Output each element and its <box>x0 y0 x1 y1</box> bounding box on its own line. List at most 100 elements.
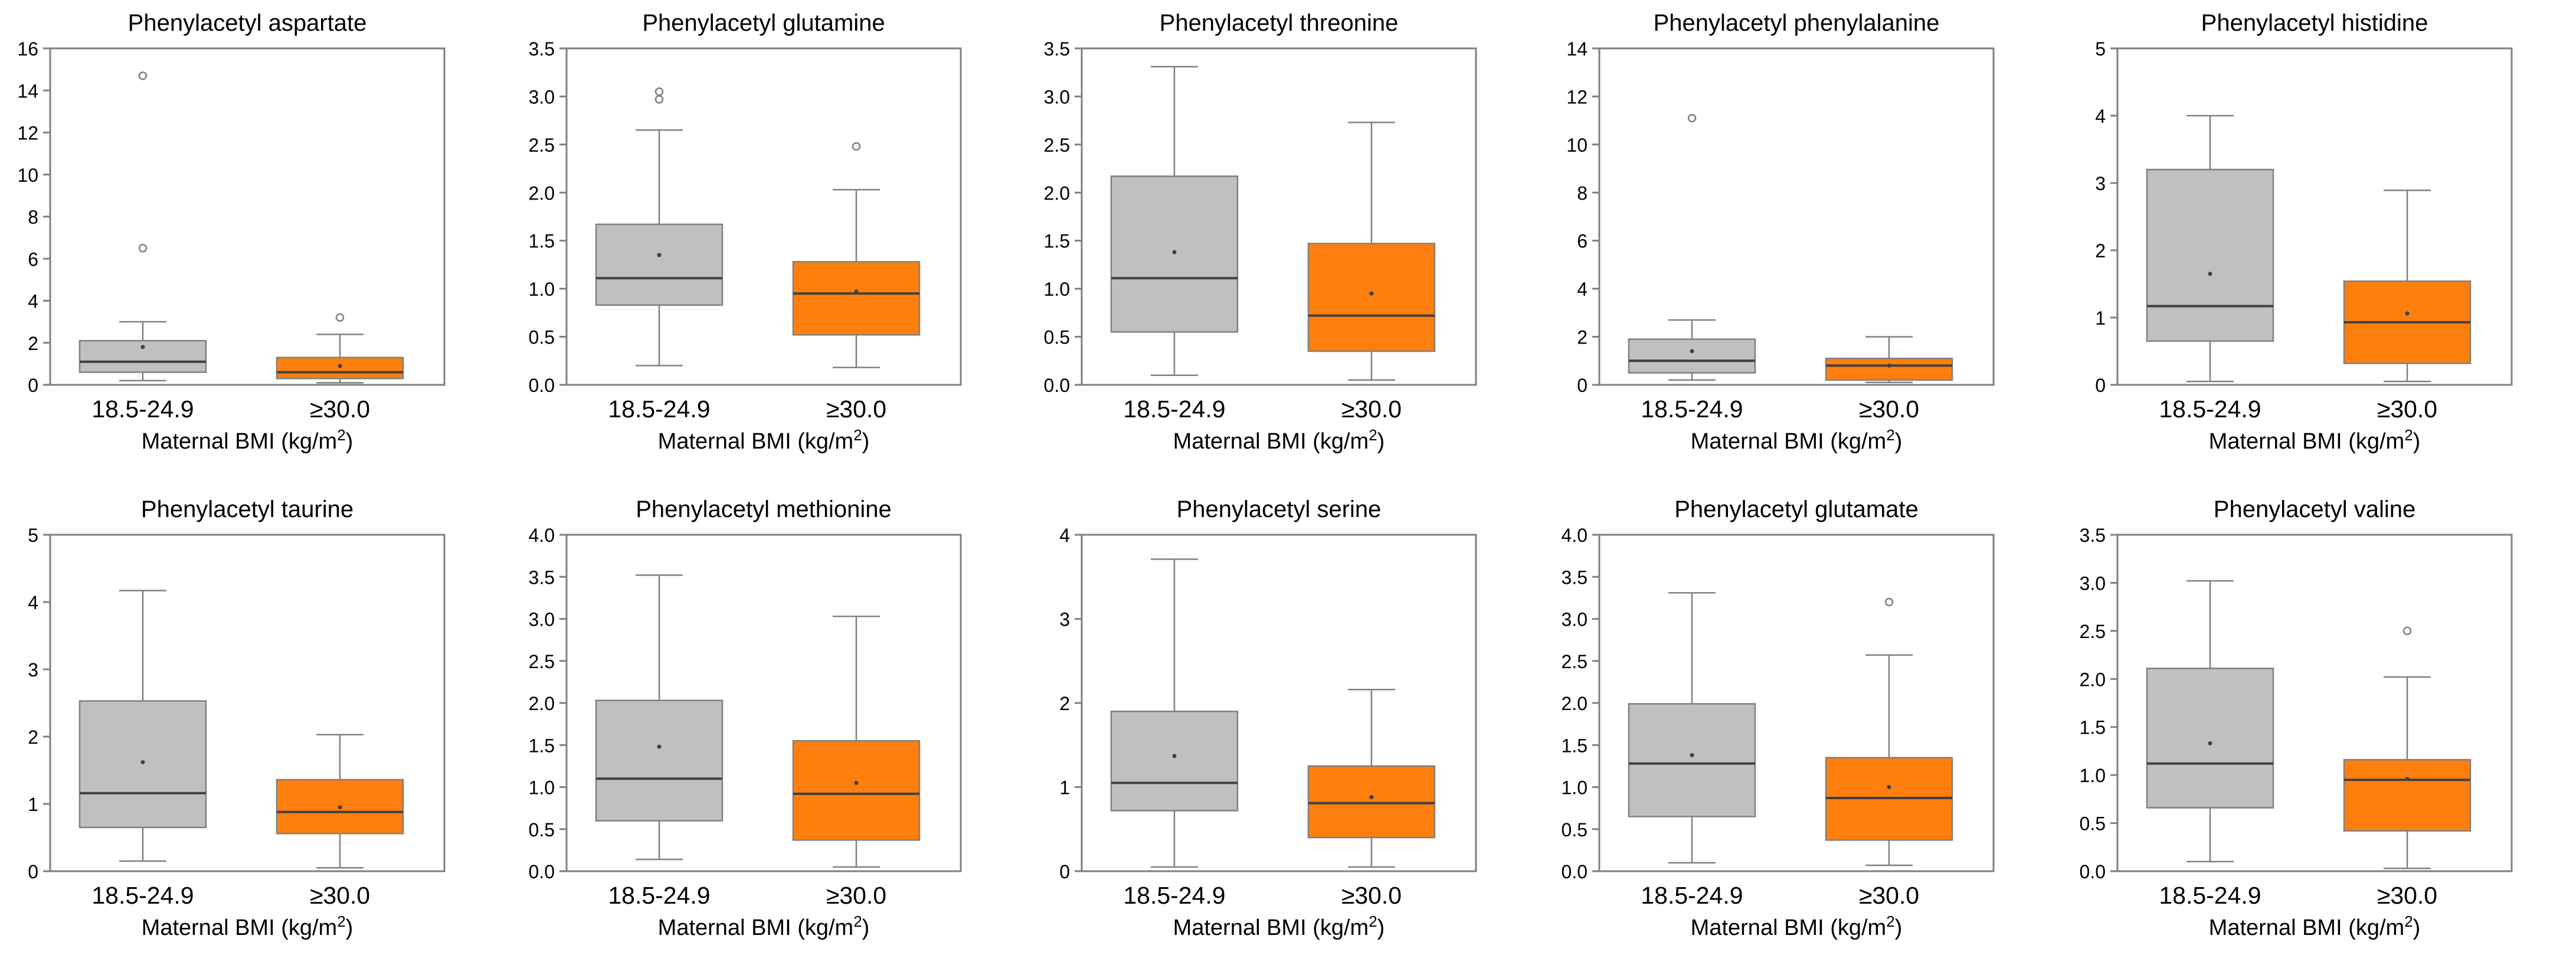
y-tick-label: 0 <box>28 375 38 396</box>
chart-title: Phenylacetyl aspartate <box>128 10 367 36</box>
mean-marker <box>854 780 859 785</box>
outlier-point <box>138 244 148 253</box>
y-tick-label: 2.5 <box>1044 135 1070 156</box>
iqr-box <box>2146 168 2274 342</box>
x-axis-label: Maternal BMI (kg/m2) <box>2209 913 2421 940</box>
box-normal-bmi <box>1110 66 1239 376</box>
mean-marker <box>1690 349 1694 354</box>
outlier-point <box>654 95 664 104</box>
plot-frame <box>1598 47 1995 386</box>
x-category-label: ≥30.0 <box>1341 395 1402 423</box>
mean-marker <box>1887 363 1891 368</box>
x-category-label: ≥30.0 <box>1859 395 1919 423</box>
y-tick-label: 2 <box>2095 240 2106 261</box>
mean-marker <box>1172 754 1177 758</box>
y-tick-label: 6 <box>1577 231 1588 252</box>
x-category-label: 18.5-24.9 <box>608 395 710 423</box>
y-tick-label: 4 <box>28 291 38 312</box>
y-tick-label: 3.0 <box>2080 573 2106 594</box>
x-axis-label: Maternal BMI (kg/m2) <box>658 426 870 454</box>
y-tick-label: 1.0 <box>1044 279 1070 300</box>
mean-marker <box>854 289 859 294</box>
y-tick-label: 5 <box>2095 38 2106 60</box>
y-tick-label: 1 <box>28 794 38 815</box>
plot-frame <box>49 534 446 872</box>
iqr-box <box>1825 357 1953 381</box>
x-category-label: ≥30.0 <box>310 882 370 909</box>
chart-panel-8: Phenylacetyl serine 0 1 2 3 4 18.5-24.9 ≥30.0 Ma… <box>1059 496 1477 940</box>
iqr-box <box>792 740 921 841</box>
box-normal-bmi <box>78 590 207 862</box>
y-tick-label: 3.0 <box>529 86 555 107</box>
y-tick-label: 2.0 <box>2080 669 2106 690</box>
y-tick-label: 5 <box>28 525 38 546</box>
mean-marker <box>140 345 145 349</box>
y-tick-label: 2.5 <box>529 135 555 156</box>
chart-panel-1: Phenylacetyl aspartate 0 2 4 6 8 10 12 14 16 18.5-… <box>17 10 446 454</box>
x-category-label: 18.5-24.9 <box>1123 395 1225 423</box>
y-tick-label: 12 <box>1566 86 1588 107</box>
y-tick-label: 8 <box>1577 182 1588 204</box>
box-obese-bmi <box>2343 189 2472 382</box>
y-tick-label: 3 <box>28 659 38 681</box>
iqr-box <box>1110 711 1239 812</box>
x-category-label: 18.5-24.9 <box>91 882 194 909</box>
chart-panel-10: Phenylacetyl valine 0.0 0.5 1.0 1.5 2.0 2.5 3.0… <box>2080 496 2513 940</box>
plot-frame <box>49 47 446 386</box>
x-category-label: 18.5-24.9 <box>2159 395 2261 423</box>
iqr-box <box>276 357 404 380</box>
x-axis-label: Maternal BMI (kg/m2) <box>1691 426 1903 454</box>
iqr-box <box>595 699 724 822</box>
y-tick-label: 3.0 <box>1044 86 1070 107</box>
mean-marker <box>1172 250 1177 254</box>
chart-panel-2: Phenylacetyl glutamine 0.0 0.5 1.0 1.5 2.0 2.5… <box>529 10 962 454</box>
box-normal-bmi <box>2146 115 2274 382</box>
chart-title: Phenylacetyl histidine <box>2201 10 2428 36</box>
y-tick-label: 3 <box>2095 173 2106 194</box>
mean-marker <box>2208 272 2212 276</box>
y-tick-label: 3.5 <box>529 38 555 60</box>
y-tick-label: 16 <box>17 38 38 60</box>
box-normal-bmi <box>595 87 724 367</box>
y-tick-label: 2.5 <box>529 651 555 672</box>
x-category-label: 18.5-24.9 <box>1123 882 1225 909</box>
y-tick-label: 14 <box>1566 38 1588 60</box>
iqr-box <box>78 339 207 373</box>
y-tick-label: 0.5 <box>2080 813 2106 835</box>
x-axis-label: Maternal BMI (kg/m2) <box>142 426 353 454</box>
chart-title: Phenylacetyl methionine <box>636 496 892 522</box>
y-tick-label: 0.0 <box>529 861 555 882</box>
outlier-point <box>1884 597 1894 607</box>
y-tick-label: 2.0 <box>529 693 555 714</box>
x-category-label: 18.5-24.9 <box>1641 395 1743 423</box>
x-axis-label: Maternal BMI (kg/m2) <box>1691 913 1903 940</box>
x-category-label: 18.5-24.9 <box>91 395 194 423</box>
y-tick-label: 4 <box>28 592 38 613</box>
plot-frame <box>1081 47 1477 386</box>
x-category-label: ≥30.0 <box>826 882 886 909</box>
box-normal-bmi <box>78 71 207 382</box>
box-normal-bmi <box>1628 592 1756 864</box>
y-tick-label: 3.5 <box>1562 567 1588 588</box>
mean-marker <box>1887 785 1891 789</box>
x-category-label: 18.5-24.9 <box>1641 882 1743 909</box>
chart-title: Phenylacetyl phenylalanine <box>1654 10 1940 36</box>
y-tick-label: 2.5 <box>2080 621 2106 642</box>
y-tick-label: 1.5 <box>529 735 555 756</box>
plot-frame <box>2116 47 2513 386</box>
box-obese-bmi <box>1307 688 1436 868</box>
y-tick-label: 10 <box>17 165 38 186</box>
mean-marker <box>338 364 342 368</box>
y-tick-label: 4 <box>1059 525 1070 546</box>
mean-marker <box>1690 753 1694 757</box>
outlier-point <box>1687 113 1697 123</box>
box-normal-bmi <box>1110 558 1239 868</box>
y-tick-label: 10 <box>1566 135 1588 156</box>
y-tick-label: 2.0 <box>1562 693 1588 714</box>
outlier-point <box>2402 626 2412 636</box>
plot-frame <box>565 47 962 386</box>
x-axis-label: Maternal BMI (kg/m2) <box>1173 426 1385 454</box>
mean-marker <box>2208 741 2212 745</box>
